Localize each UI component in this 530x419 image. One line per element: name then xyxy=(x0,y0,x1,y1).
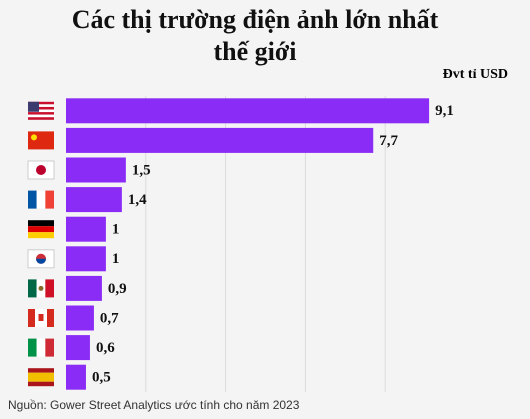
flag-part xyxy=(28,109,54,113)
flag-part xyxy=(28,112,54,115)
bar xyxy=(66,127,374,153)
flag-part xyxy=(45,338,54,357)
flag-part xyxy=(28,309,35,327)
flag-part xyxy=(28,372,54,382)
flag-part xyxy=(28,226,54,233)
value-label: 7,7 xyxy=(379,133,398,149)
flag-part xyxy=(28,117,54,120)
flag-part xyxy=(28,104,54,107)
flag-part xyxy=(38,314,44,321)
flag xyxy=(28,368,54,387)
flag xyxy=(28,338,54,357)
flag-part xyxy=(38,285,44,291)
flag xyxy=(27,160,55,180)
flag-part xyxy=(28,368,54,373)
bar xyxy=(66,275,102,301)
flag-part xyxy=(45,279,54,298)
value-label: 1 xyxy=(112,251,120,267)
value-label: 1 xyxy=(112,222,120,238)
bar xyxy=(66,216,106,242)
value-label: 0,7 xyxy=(100,310,119,326)
bar xyxy=(66,157,126,183)
flag-part xyxy=(31,134,37,141)
flag xyxy=(28,220,54,239)
bar xyxy=(66,246,106,272)
bar xyxy=(66,98,430,124)
flag xyxy=(28,190,54,209)
flag xyxy=(28,279,54,298)
flag-part xyxy=(36,258,46,264)
flag-part xyxy=(45,190,54,209)
flag-part xyxy=(36,190,46,209)
unit-label: Đvt tỉ USD xyxy=(443,67,508,82)
flag-part xyxy=(28,381,54,387)
flag-part xyxy=(28,114,54,118)
value-label: 0,9 xyxy=(108,281,127,297)
value-label: 9,1 xyxy=(435,103,454,119)
flag-part xyxy=(28,220,54,227)
flag-part xyxy=(28,232,54,239)
flag-part xyxy=(28,101,39,112)
source: Nguồn: Gower Street Analytics ước tính c… xyxy=(8,398,300,412)
flag-part xyxy=(28,106,54,110)
bar xyxy=(66,305,94,331)
bar xyxy=(66,335,90,361)
bar xyxy=(66,364,86,390)
value-label: 0,5 xyxy=(92,370,111,386)
value-label: 1,5 xyxy=(132,162,151,178)
flag-part xyxy=(36,338,46,357)
flag-part xyxy=(28,131,54,150)
flag-part xyxy=(47,309,54,327)
flag xyxy=(27,249,55,269)
flag xyxy=(28,131,54,150)
flag-part xyxy=(36,165,46,175)
flag xyxy=(28,309,54,327)
flag-part xyxy=(28,101,54,105)
bar xyxy=(66,187,122,213)
flag-part xyxy=(28,279,37,298)
value-label: 0,6 xyxy=(96,340,115,356)
flag-part xyxy=(28,190,37,209)
flag xyxy=(28,101,54,120)
flag-part xyxy=(28,338,37,357)
chart-title: Các thị trường điện ảnh lớn nhất thế giớ… xyxy=(71,5,439,66)
value-label: 1,4 xyxy=(128,192,147,208)
